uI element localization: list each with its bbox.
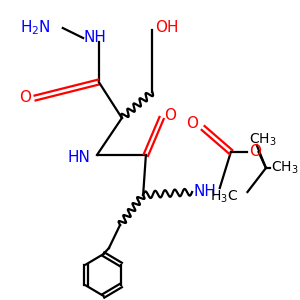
Text: O: O bbox=[249, 145, 261, 160]
Text: H$_3$C: H$_3$C bbox=[210, 189, 238, 205]
Text: H$_2$N: H$_2$N bbox=[20, 19, 51, 38]
Text: CH$_3$: CH$_3$ bbox=[272, 160, 299, 176]
Text: O: O bbox=[20, 91, 32, 106]
Text: HN: HN bbox=[68, 151, 91, 166]
Text: OH: OH bbox=[155, 20, 178, 34]
Text: NH: NH bbox=[194, 184, 217, 200]
Text: O: O bbox=[164, 107, 176, 122]
Text: CH$_3$: CH$_3$ bbox=[249, 132, 277, 148]
Text: O: O bbox=[187, 116, 199, 131]
Text: NH: NH bbox=[83, 31, 106, 46]
